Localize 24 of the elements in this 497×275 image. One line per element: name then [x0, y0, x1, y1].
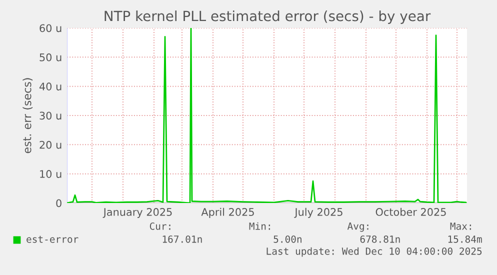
text: Cur:	[150, 222, 170, 230]
y-tick-label: 40 u	[39, 82, 62, 90]
y-tick-label: 30 u	[40, 112, 62, 120]
legend-label: est-error	[26, 236, 78, 243]
text: 15.84m	[448, 235, 482, 243]
x-tick-label: January 2025	[102, 208, 172, 218]
y-tick-label: 20 u	[40, 140, 62, 149]
y-tick-label: 0	[56, 199, 62, 208]
text: 167.01n	[162, 235, 202, 243]
text: 678.81n	[360, 235, 400, 243]
x-tick-label: October 2025	[376, 208, 446, 216]
chart-title: NTP kernel PLL estimated error (secs) - by year	[104, 10, 431, 24]
x-tick-label: July 2025	[294, 208, 342, 218]
text: Min:	[249, 222, 270, 230]
y-axis-title: est. err (secs)	[22, 78, 33, 154]
text: Avg:	[347, 222, 368, 232]
text: Max:	[450, 222, 471, 230]
y-tick-label: 50 u	[40, 53, 62, 62]
text: Last update: Wed Dec 10 04:00:00 2025	[266, 247, 482, 257]
y-tick-label: 60 u	[40, 24, 62, 32]
x-tick-label: April 2025	[201, 208, 254, 218]
y-tick-label: 10 u	[40, 170, 62, 178]
line-series	[67, 28, 467, 203]
text: 5.00n	[274, 235, 302, 243]
